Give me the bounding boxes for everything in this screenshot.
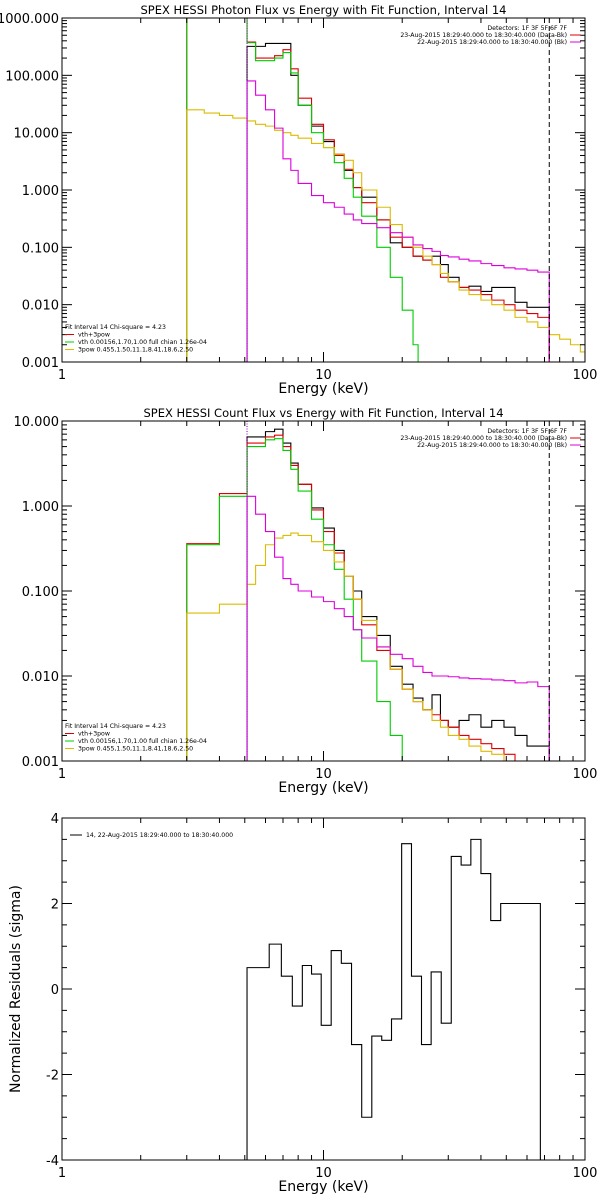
series-group bbox=[246, 838, 541, 1160]
header-line: 22-Aug-2015 18:29:40.000 to 18:30:40.000… bbox=[417, 442, 567, 449]
y-tick-label: 0.001 bbox=[22, 356, 59, 371]
legend-line: vth 0.00156,1.70,1.00 full chian 1.26e-0… bbox=[78, 738, 207, 745]
x-tick-label: 10 bbox=[315, 1166, 332, 1181]
y-axis-label: Normalized Residuals (sigma) bbox=[8, 885, 24, 1093]
x-tick-label: 10 bbox=[315, 767, 332, 782]
header-line: Detectors: 1F 3F 5F 6F 7F bbox=[487, 428, 567, 435]
y-tick-label: 0.010 bbox=[22, 670, 59, 685]
series-data-bk bbox=[246, 42, 550, 362]
y-tick-label: 10.000 bbox=[14, 127, 60, 142]
y-tick-label: -2 bbox=[46, 1069, 59, 1084]
series-vth-3pow bbox=[186, 434, 550, 761]
series-3pow bbox=[186, 109, 585, 362]
legend-line: vth+3pow bbox=[78, 731, 110, 738]
y-tick-label: 0 bbox=[51, 983, 59, 998]
legend-line: Fit Interval 14 Chi-square = 4.23 bbox=[65, 324, 166, 331]
x-tick-label: 100 bbox=[573, 1166, 598, 1181]
y-tick-label: 10.000 bbox=[14, 415, 60, 430]
x-axis-label: Energy (keV) bbox=[278, 381, 368, 397]
series-vth-3pow bbox=[186, 18, 550, 362]
y-tick-label: 1.000 bbox=[22, 184, 59, 199]
header-line: 23-Aug-2015 18:29:40.000 to 18:30:40.000… bbox=[400, 32, 567, 39]
header-line: 23-Aug-2015 18:29:40.000 to 18:30:40.000… bbox=[400, 435, 567, 442]
series-vth bbox=[186, 438, 409, 761]
series-group bbox=[186, 18, 585, 362]
y-tick-label: 0.100 bbox=[22, 241, 59, 256]
y-tick-label: 100.000 bbox=[5, 69, 59, 84]
x-axis-label: Energy (keV) bbox=[278, 780, 368, 796]
x-tick-label: 100 bbox=[573, 767, 598, 782]
plot-frame bbox=[61, 817, 586, 1161]
x-tick-label: 1 bbox=[58, 368, 66, 383]
chart-title: SPEX HESSI Count Flux vs Energy with Fit… bbox=[143, 406, 503, 420]
legend-line: 3pow 0.455,1.50,11.1,8.41,18.6,2.50 bbox=[78, 347, 193, 354]
y-tick-label: 4 bbox=[51, 812, 59, 827]
series-group bbox=[186, 428, 550, 761]
chart-panel-3: 1 10 100 Energy (keV) -4 -2 0 2 4 Normalized Resi… bbox=[8, 812, 597, 1195]
legend-line: Fit Interval 14 Chi-square = 4.23 bbox=[65, 723, 166, 730]
x-tick-label: 100 bbox=[573, 368, 598, 383]
y-tick-label: 1000.000 bbox=[0, 12, 59, 27]
series-3pow bbox=[186, 532, 528, 761]
header-line: 22-Aug-2015 18:29:40.000 to 18:30:40.000… bbox=[417, 39, 567, 46]
x-tick-label: 10 bbox=[315, 368, 332, 383]
y-tick-label: 0.001 bbox=[22, 755, 59, 770]
chart-panel-2: SPEX HESSI Count Flux vs Energy with Fit… bbox=[14, 406, 598, 796]
y-tick-label: 0.010 bbox=[22, 299, 59, 314]
chart-panel-1: SPEX HESSI Photon Flux vs Energy with Fi… bbox=[0, 3, 597, 397]
plot-frame bbox=[61, 420, 586, 762]
y-tick-label: -4 bbox=[46, 1154, 59, 1169]
y-tick-label: 0.100 bbox=[22, 585, 59, 600]
x-tick-label: 1 bbox=[58, 1166, 66, 1181]
legend-line: vth 0.00156,1.70,1.00 full chian 1.26e-0… bbox=[78, 339, 207, 346]
series-bk bbox=[246, 80, 550, 362]
series-14-22-aug-2015-18-29-40-000-to bbox=[246, 838, 541, 1160]
y-tick-label: 2 bbox=[51, 898, 59, 913]
legend-line: 3pow 0.455,1.50,11.1,8.41,18.6,2.50 bbox=[78, 746, 193, 753]
legend-line: vth+3pow bbox=[78, 332, 110, 339]
header-line: Detectors: 1F 3F 5F 6F 7F bbox=[487, 25, 567, 32]
series-bk bbox=[246, 495, 550, 761]
x-tick-label: 1 bbox=[58, 767, 66, 782]
y-tick-label: 1.000 bbox=[22, 500, 59, 515]
legend-line: 14, 22-Aug-2015 18:29:40.000 to 18:30:40… bbox=[86, 832, 233, 839]
series-data-bk bbox=[246, 428, 550, 761]
chart-title: SPEX HESSI Photon Flux vs Energy with Fi… bbox=[140, 3, 506, 17]
series-vth bbox=[186, 18, 419, 362]
x-axis-label: Energy (keV) bbox=[278, 1179, 368, 1195]
